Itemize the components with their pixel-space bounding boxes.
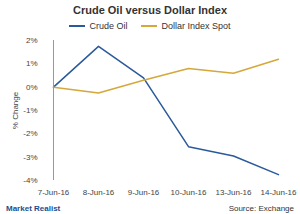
svg-text:9-Jun-16: 9-Jun-16 (128, 188, 160, 197)
html-text:Dollar Index Spot: Dollar Index Spot (161, 20, 231, 31)
svg-text:10-Jun-16: 10-Jun-16 (170, 188, 207, 197)
svg-text:-2%: -2% (23, 129, 37, 138)
svg-text:13-Jun-16: 13-Jun-16 (215, 188, 252, 197)
html-text:Market Realist: Market Realist (6, 203, 61, 213)
html-text:Crude Oil: Crude Oil (89, 20, 128, 31)
svg-text:8-Jun-16: 8-Jun-16 (83, 188, 115, 197)
svg-text:-4%: -4% (23, 176, 37, 185)
svg-text:0%: 0% (26, 83, 38, 92)
html-text:Crude Oil versus Dollar Index: Crude Oil versus Dollar Index (73, 4, 227, 16)
svg-text:1%: 1% (26, 59, 38, 68)
svg-text:% Change: % Change (11, 91, 20, 129)
svg-text:2%: 2% (26, 36, 38, 45)
svg-text:-1%: -1% (23, 106, 37, 115)
html-text:Source: Exchange: Source: Exchange (228, 203, 294, 213)
svg-text:7-Jun-16: 7-Jun-16 (38, 188, 70, 197)
svg-text:-3%: -3% (23, 153, 37, 162)
svg-text:14-Jun-16: 14-Jun-16 (260, 188, 297, 197)
